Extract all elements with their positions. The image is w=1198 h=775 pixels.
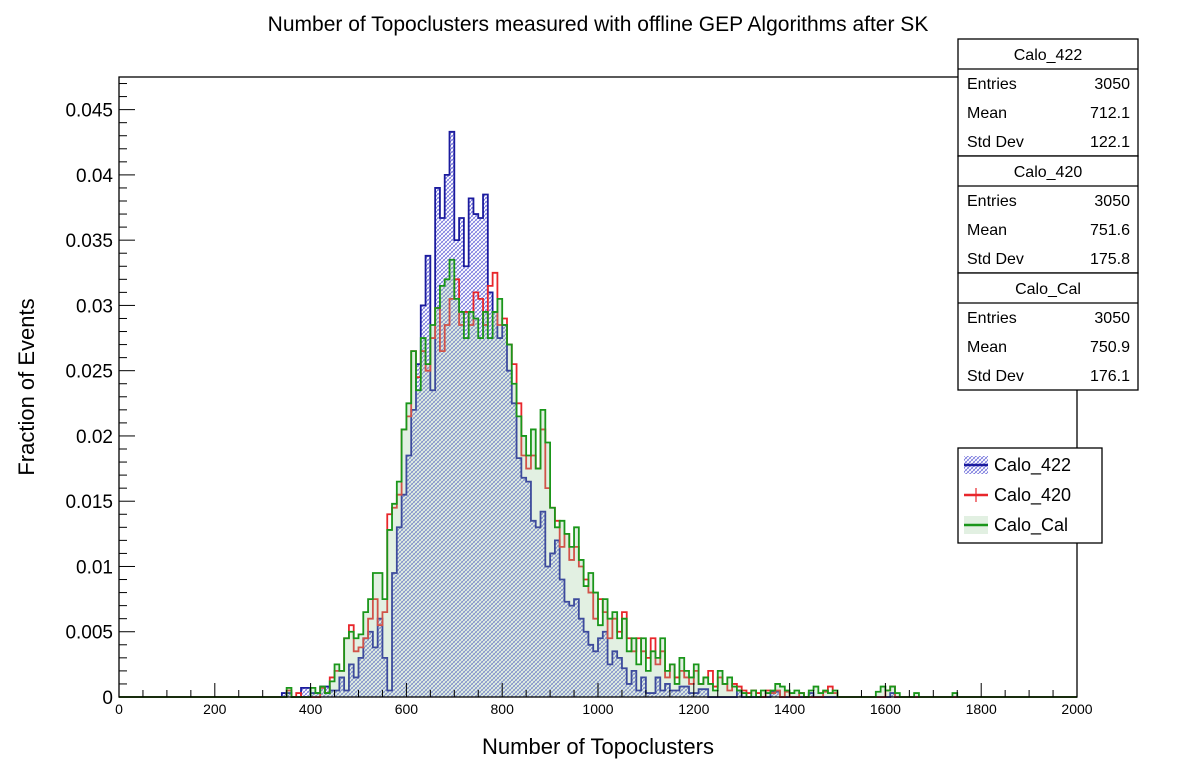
y-tick-label: 0.005 xyxy=(65,623,113,644)
stats-row-value: 175.8 xyxy=(1090,251,1130,268)
x-tick-label: 600 xyxy=(395,701,419,717)
y-tick-label: 0 xyxy=(102,688,113,709)
stats-row-value: 751.6 xyxy=(1090,222,1130,239)
stats-row-label: Entries xyxy=(967,193,1017,210)
x-axis-label: Number of Topoclusters xyxy=(482,734,714,759)
stats-row-value: 712.1 xyxy=(1090,105,1130,122)
legend-label: Calo_Cal xyxy=(994,515,1068,536)
stats-row-label: Std Dev xyxy=(967,251,1024,268)
y-tick-label: 0.025 xyxy=(65,362,113,383)
stats-row-value: 122.1 xyxy=(1090,134,1130,151)
stats-row-label: Mean xyxy=(967,105,1007,122)
series-calo-cal xyxy=(119,258,1077,698)
stats-box-title: Calo_420 xyxy=(1014,164,1083,181)
series-calo-422 xyxy=(119,130,1077,698)
x-tick-label: 200 xyxy=(203,701,227,717)
y-tick-label: 0.02 xyxy=(76,427,113,448)
stats-row-label: Std Dev xyxy=(967,368,1024,385)
x-tick-label: 1400 xyxy=(774,701,805,717)
x-tick-label: 1000 xyxy=(582,701,613,717)
stats-box-title: Calo_422 xyxy=(1014,47,1083,64)
x-tick-label: 1600 xyxy=(870,701,901,717)
chart-title: Number of Topoclusters measured with off… xyxy=(268,13,929,36)
x-tick-label: 2000 xyxy=(1061,701,1092,717)
x-tick-label: 1200 xyxy=(678,701,709,717)
stats-row-value: 3050 xyxy=(1094,76,1130,93)
y-tick-label: 0.045 xyxy=(65,101,113,122)
y-tick-label: 0.035 xyxy=(65,231,113,252)
series-step-line xyxy=(119,258,1077,698)
stats-row-label: Mean xyxy=(967,222,1007,239)
stats-box-calo-420: Calo_420 Entries 3050 Mean 751.6 Std Dev 175.8 xyxy=(957,155,1139,274)
stats-row-label: Mean xyxy=(967,339,1007,356)
stats-boxes: Calo_422 Entries 3050 Mean 712.1 Std Dev 122.1… xyxy=(957,38,1139,391)
series-layer xyxy=(119,130,1077,698)
stats-row-value: 176.1 xyxy=(1090,368,1130,385)
y-tick-label: 0.04 xyxy=(76,166,113,187)
legend-entry-calo-cal: Calo_Cal xyxy=(964,515,1068,536)
x-tick-label: 1800 xyxy=(966,701,997,717)
y-axis-label: Fraction of Events xyxy=(14,298,39,475)
stats-row-value: 3050 xyxy=(1094,310,1130,327)
stats-box-title: Calo_Cal xyxy=(1015,281,1081,298)
legend-label: Calo_422 xyxy=(994,455,1071,476)
stats-row-label: Entries xyxy=(967,310,1017,327)
stats-box-calo-422: Calo_422 Entries 3050 Mean 712.1 Std Dev 122.1 xyxy=(957,38,1139,157)
legend-label: Calo_420 xyxy=(994,485,1071,506)
stats-row-label: Entries xyxy=(967,76,1017,93)
x-tick-label: 400 xyxy=(299,701,323,717)
x-tick-label: 800 xyxy=(491,701,515,717)
legend: Calo_422 Calo_420 Calo_Cal xyxy=(957,447,1103,544)
series-fill xyxy=(119,259,1077,697)
stats-row-value: 3050 xyxy=(1094,193,1130,210)
series-step-line xyxy=(119,130,1077,698)
axes-layer: 0 200 400 600 800 1000 1200 1400 1600 1800 2000 0 0.… xyxy=(65,83,1093,717)
y-tick-label: 0.03 xyxy=(76,296,113,317)
stats-box-frame xyxy=(957,155,1139,274)
stats-row-label: Std Dev xyxy=(967,134,1024,151)
y-tick-label: 0.015 xyxy=(65,492,113,513)
legend-entry-calo-420: Calo_420 xyxy=(964,485,1071,506)
stats-box-frame xyxy=(957,38,1139,157)
legend-entry-calo-422: Calo_422 xyxy=(964,455,1071,476)
stats-box-frame xyxy=(957,272,1139,391)
stats-row-value: 750.9 xyxy=(1090,339,1130,356)
x-tick-label: 0 xyxy=(115,701,123,717)
y-tick-label: 0.01 xyxy=(76,557,113,578)
stats-box-calo-cal: Calo_Cal Entries 3050 Mean 750.9 Std Dev 176.1 xyxy=(957,272,1139,391)
